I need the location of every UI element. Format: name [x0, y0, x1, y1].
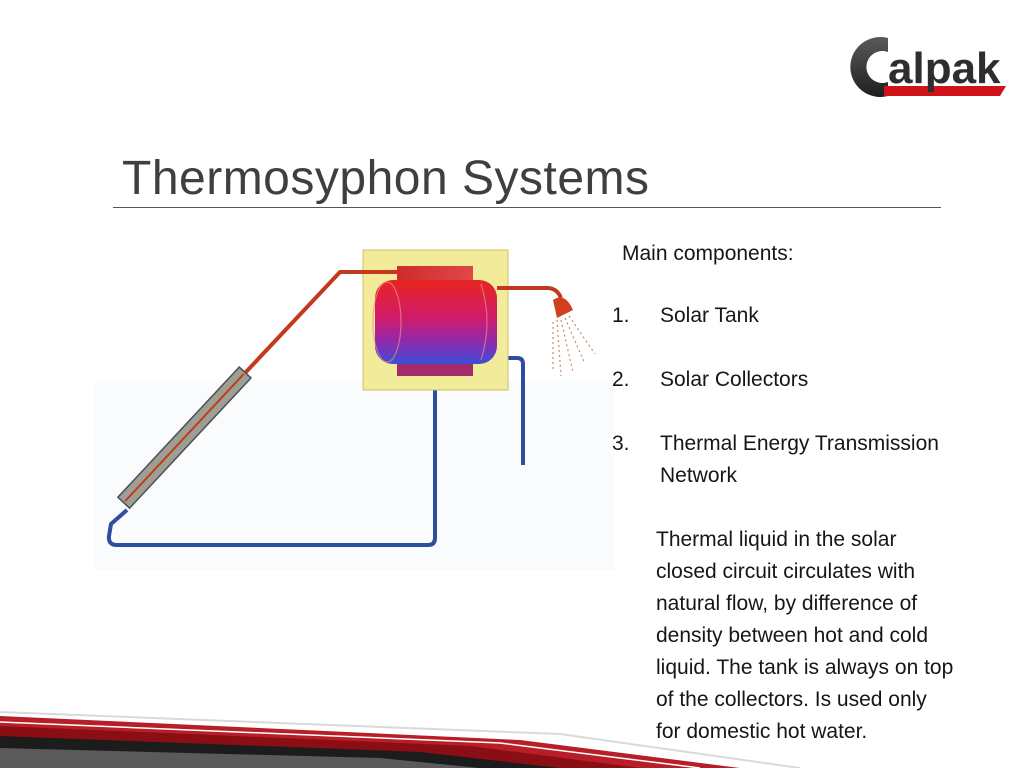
list-number: 2.	[612, 368, 630, 391]
shower-head-icon	[553, 297, 573, 318]
title-divider	[113, 207, 941, 208]
list-number: 1.	[612, 304, 630, 327]
cold-inlet-pipe	[495, 356, 525, 465]
page-title: Thermosyphon Systems	[122, 152, 650, 205]
description-line: Thermal liquid in the solar	[656, 528, 897, 551]
tank-top-cap	[397, 266, 473, 282]
description-line: for domestic hot water.	[656, 720, 868, 743]
solar-collector	[116, 365, 253, 510]
thermosyphon-diagram	[95, 249, 615, 570]
tank-bottom-cap	[397, 362, 473, 376]
cold-return-pipe	[106, 385, 437, 547]
list-number: 3.	[612, 432, 630, 455]
calpak-logo: alpak	[850, 37, 1006, 97]
description-line: density between hot and cold	[656, 624, 929, 647]
components-heading: Main components:	[622, 242, 794, 265]
logo-text: alpak	[888, 44, 1001, 93]
list-label: Solar Collectors	[660, 368, 809, 391]
list-label-line: Thermal Energy Transmission	[660, 432, 939, 455]
description-paragraph: Thermal liquid in the solar closed circu…	[656, 524, 1010, 748]
description-line: liquid. The tank is always on top	[656, 656, 954, 679]
description-line: closed circuit circulates with	[656, 560, 916, 583]
list-label: Solar Tank	[660, 304, 759, 327]
water-spray	[552, 315, 596, 377]
footer-stripes	[0, 711, 1024, 768]
list-label-line: Network	[660, 464, 738, 487]
solar-tank	[375, 280, 497, 364]
description-line: of the collectors. Is used only	[656, 688, 927, 711]
description-line: natural flow, by difference of	[656, 592, 918, 615]
list-label: Thermal Energy Transmission Network	[660, 428, 939, 492]
hot-outlet-pipe	[497, 286, 563, 299]
background-wash	[95, 380, 615, 570]
